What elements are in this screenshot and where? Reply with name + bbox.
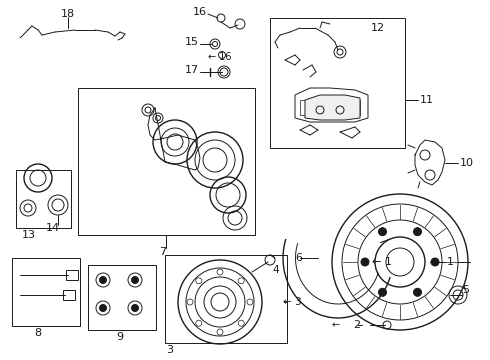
Text: 3: 3 <box>166 345 173 355</box>
Text: 7: 7 <box>159 247 167 257</box>
Circle shape <box>378 288 387 296</box>
Circle shape <box>414 288 421 296</box>
Circle shape <box>414 228 421 236</box>
Text: 1: 1 <box>447 257 454 267</box>
Polygon shape <box>295 88 368 122</box>
Bar <box>78 88 255 235</box>
Text: 10: 10 <box>460 158 474 168</box>
Circle shape <box>99 305 106 311</box>
Text: 8: 8 <box>34 328 42 338</box>
Bar <box>12 258 80 326</box>
Circle shape <box>378 228 387 236</box>
Text: 4: 4 <box>272 265 279 275</box>
Text: 5: 5 <box>462 285 469 295</box>
Bar <box>66 270 78 280</box>
Text: ← 16: ← 16 <box>208 52 231 62</box>
Circle shape <box>431 258 439 266</box>
Bar <box>165 255 287 343</box>
Text: 14: 14 <box>46 223 60 233</box>
Bar <box>63 290 75 300</box>
Text: 13: 13 <box>22 230 36 240</box>
Text: 18: 18 <box>61 9 75 19</box>
Circle shape <box>131 276 139 284</box>
Text: 12: 12 <box>371 23 385 33</box>
Text: ← 3: ← 3 <box>283 297 302 307</box>
Polygon shape <box>305 95 360 120</box>
Circle shape <box>361 258 369 266</box>
Text: 17: 17 <box>185 65 199 75</box>
Text: 11: 11 <box>420 95 434 105</box>
Text: 9: 9 <box>117 332 123 342</box>
Text: 6: 6 <box>295 253 302 263</box>
Text: ← 1: ← 1 <box>372 257 392 267</box>
Circle shape <box>99 276 106 284</box>
Bar <box>270 18 405 148</box>
Text: ←: ← <box>332 320 340 330</box>
Circle shape <box>131 305 139 311</box>
Bar <box>88 265 156 330</box>
Text: 2: 2 <box>353 320 360 330</box>
Text: 16: 16 <box>193 7 207 17</box>
Text: 15: 15 <box>185 37 199 47</box>
Bar <box>16 170 71 228</box>
Bar <box>300 100 360 115</box>
